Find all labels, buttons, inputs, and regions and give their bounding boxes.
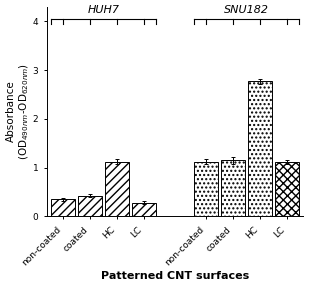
Bar xyxy=(275,162,299,216)
Bar xyxy=(221,160,245,216)
Y-axis label: Absorbance
(OD$_{490nm}$-OD$_{620nm}$): Absorbance (OD$_{490nm}$-OD$_{620nm}$) xyxy=(6,63,31,160)
Bar xyxy=(51,199,75,216)
X-axis label: Patterned CNT surfaces: Patterned CNT surfaces xyxy=(101,272,249,282)
Text: HUH7: HUH7 xyxy=(87,5,120,15)
Bar xyxy=(194,162,218,216)
Bar xyxy=(248,82,272,216)
Bar xyxy=(78,196,102,216)
Bar xyxy=(132,203,156,216)
Text: SNU182: SNU182 xyxy=(224,5,269,15)
Bar xyxy=(105,162,129,216)
